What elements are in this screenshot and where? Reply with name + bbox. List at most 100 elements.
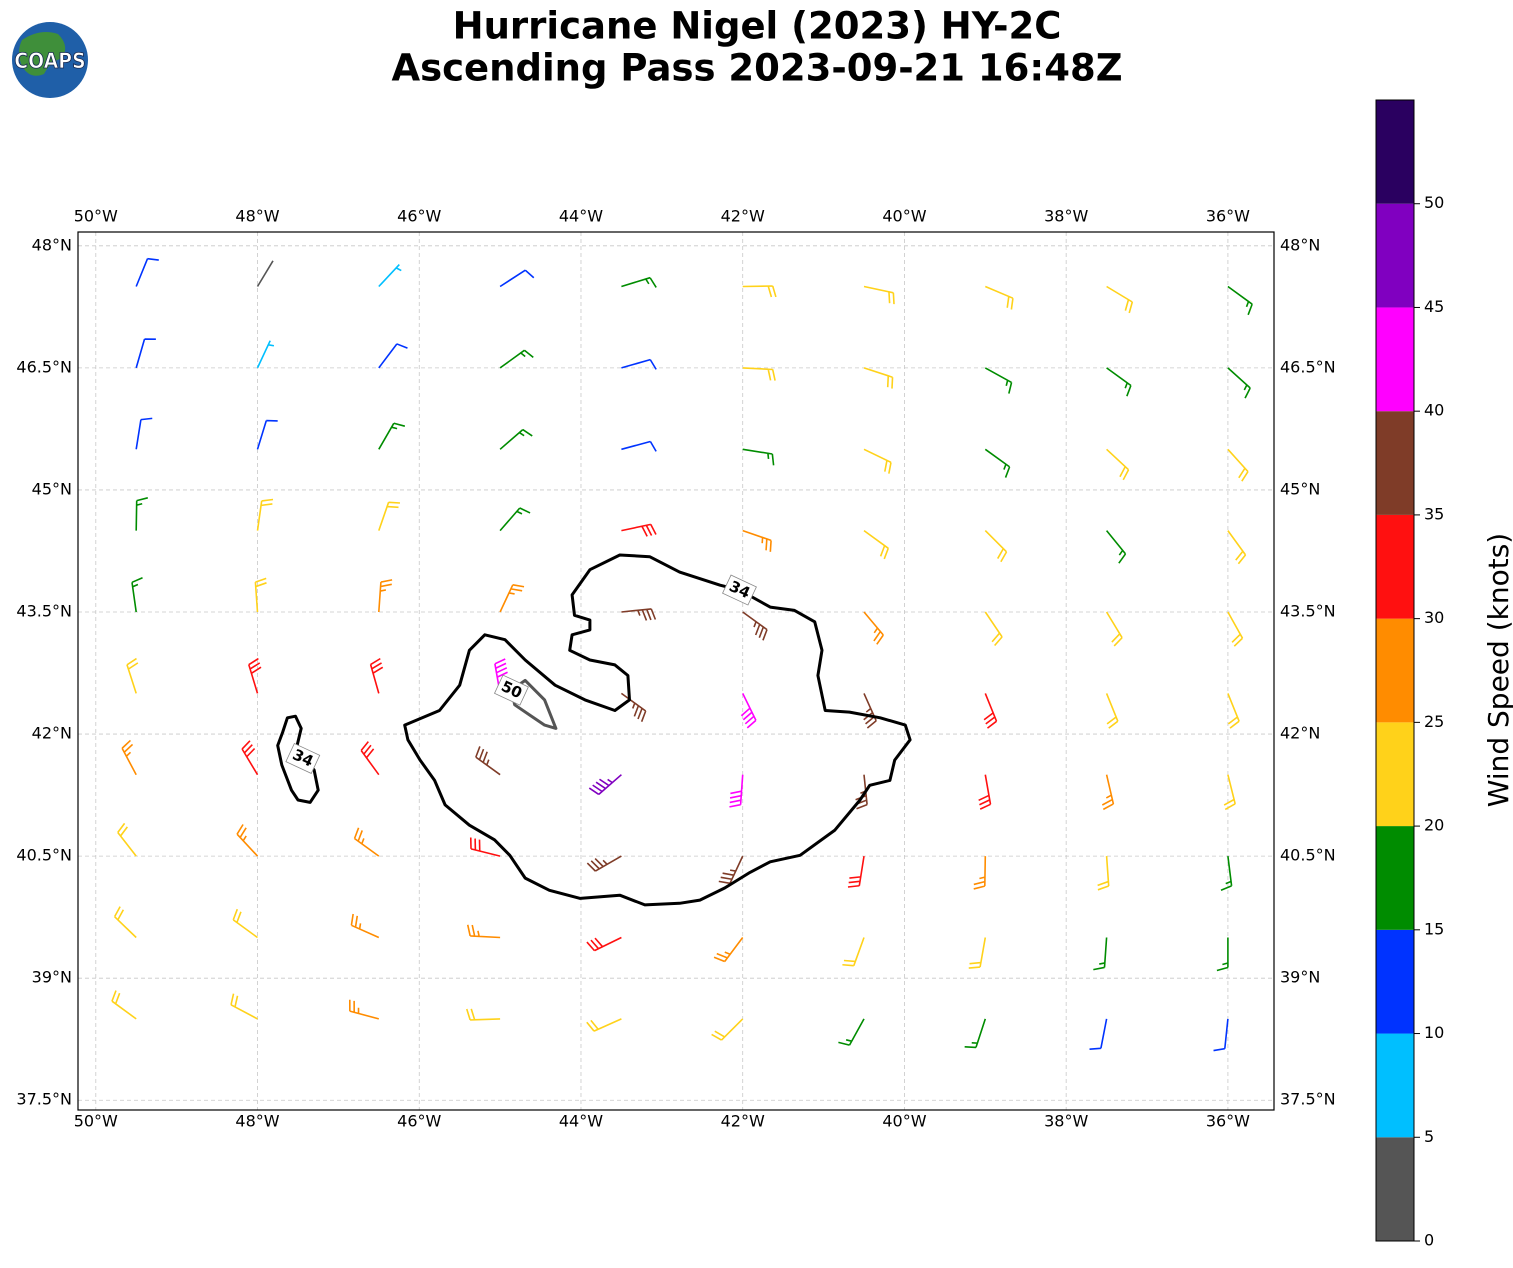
wind-barb [254, 577, 267, 613]
wind-barb [1220, 856, 1233, 891]
y-tick-label: 39°N [32, 968, 72, 987]
contour-line [403, 553, 912, 907]
wind-barb [742, 611, 768, 641]
wind-barb [1105, 530, 1127, 564]
y-tick-label: 37.5°N [16, 1090, 72, 1109]
wind-barb [586, 1018, 622, 1032]
colorbar-tick-label: 30 [1424, 608, 1444, 627]
logo-land [19, 32, 66, 76]
y-tick-label: 43.5°N [16, 602, 72, 621]
colorbar-tick-label: 20 [1424, 816, 1444, 835]
wind-barb [718, 855, 744, 885]
wind-barb [1089, 1018, 1108, 1050]
colorbar-frame [1375, 99, 1415, 1242]
grid [78, 232, 1274, 1110]
y-tick-label: 42°N [32, 724, 72, 743]
colorbar-bin [1376, 411, 1414, 515]
wind-barb [863, 367, 894, 389]
wind-barb [1105, 611, 1123, 647]
wind-barb [711, 1018, 744, 1041]
colorbar-tick-label: 40 [1424, 401, 1444, 420]
y-tick-label: 48°N [1280, 235, 1320, 254]
plot-frame [77, 231, 1275, 1111]
x-tick-label: 44°W [559, 1112, 603, 1131]
wind-barb [378, 501, 401, 531]
wind-barb [232, 908, 258, 939]
wind-barb [742, 448, 775, 466]
wind-barb [863, 693, 877, 729]
wind-barb [983, 693, 998, 729]
wind-barb [360, 741, 380, 776]
x-tick-label: 42°W [721, 207, 765, 226]
wind-barb [621, 276, 657, 288]
wind-barb [378, 343, 408, 369]
wind-barb [241, 740, 259, 776]
wind-barb [984, 367, 1013, 394]
wind-barb [742, 529, 772, 552]
y-tick-label: 40.5°N [16, 846, 72, 865]
wind-barb [621, 440, 657, 452]
y-tick-label: 48°N [32, 235, 72, 254]
colorbar-label: Wind Speed (knots) [1482, 533, 1513, 807]
wind-barb [968, 937, 987, 969]
colorbar-bin [1376, 618, 1414, 723]
wind-barb [113, 906, 137, 939]
x-tick-label: 40°W [882, 1112, 926, 1131]
y-tick-label: 42°N [1280, 724, 1320, 743]
x-tick-label: 42°W [721, 1112, 765, 1131]
wind-barb [369, 657, 384, 694]
wind-barb [348, 999, 380, 1020]
wind-barb [984, 530, 1008, 563]
wind-barb [838, 1018, 865, 1046]
wind-barb [121, 739, 137, 776]
logo-text: COAPS [14, 49, 85, 73]
wind-barb [740, 693, 757, 729]
contour-label-box [493, 674, 529, 706]
wind-barb [248, 657, 262, 694]
wind-barb [135, 257, 159, 287]
colorbar: 0 5 10 15 20 25 30 35 40 45 50 [1375, 99, 1444, 1250]
wind-barb [499, 507, 531, 532]
colorbar-tick-label: 15 [1424, 919, 1444, 938]
wind-barb [1223, 774, 1236, 811]
x-tick-label: 50°W [74, 1112, 118, 1131]
wind-barb [469, 837, 501, 857]
colorbar-bin [1376, 1033, 1414, 1138]
wind-barb [978, 774, 992, 810]
x-tick-label: 38°W [1044, 1112, 1088, 1131]
wind-barb [984, 448, 1011, 478]
wind-barb [256, 498, 274, 531]
wind-barb [586, 936, 622, 952]
wind-barb [1097, 856, 1110, 891]
wind-barb [256, 340, 275, 369]
wind-barb [499, 584, 525, 613]
tick-layer: 50°W 50°W 48°W 48°W 46°W 46°W 44°W 44°W 42°W 42°W… [16, 207, 1335, 1131]
y-tick-label: 39°N [1280, 968, 1320, 987]
contour-label-box [722, 574, 757, 606]
wind-barb [230, 993, 258, 1020]
wind-barb [494, 658, 508, 694]
chart-subtitle: Ascending Pass 2023-09-21 16:48Z [391, 47, 1122, 90]
wind-barb [236, 824, 259, 857]
colorbar-tick-label: 10 [1424, 1023, 1444, 1042]
wind-barb [378, 579, 393, 613]
wind-barb [863, 448, 892, 474]
x-tick-label: 44°W [559, 207, 603, 226]
colorbar-bin [1376, 100, 1414, 204]
wind-barb [1216, 937, 1229, 972]
wind-barb [256, 260, 274, 287]
wind-barb [1227, 693, 1240, 729]
wind-barb [465, 1008, 501, 1021]
wind-barb [742, 285, 777, 298]
wind-barb [499, 428, 533, 450]
wind-barb [1101, 774, 1115, 811]
wind-barb [984, 611, 1003, 647]
x-tick-label: 36°W [1206, 1112, 1250, 1131]
wind-barb [353, 827, 380, 857]
contour-line [276, 714, 320, 804]
y-tick-label: 46.5°N [1280, 357, 1336, 376]
wind-barb [847, 855, 865, 888]
y-tick-label: 45°N [32, 479, 72, 498]
wind-barb [1106, 285, 1134, 314]
